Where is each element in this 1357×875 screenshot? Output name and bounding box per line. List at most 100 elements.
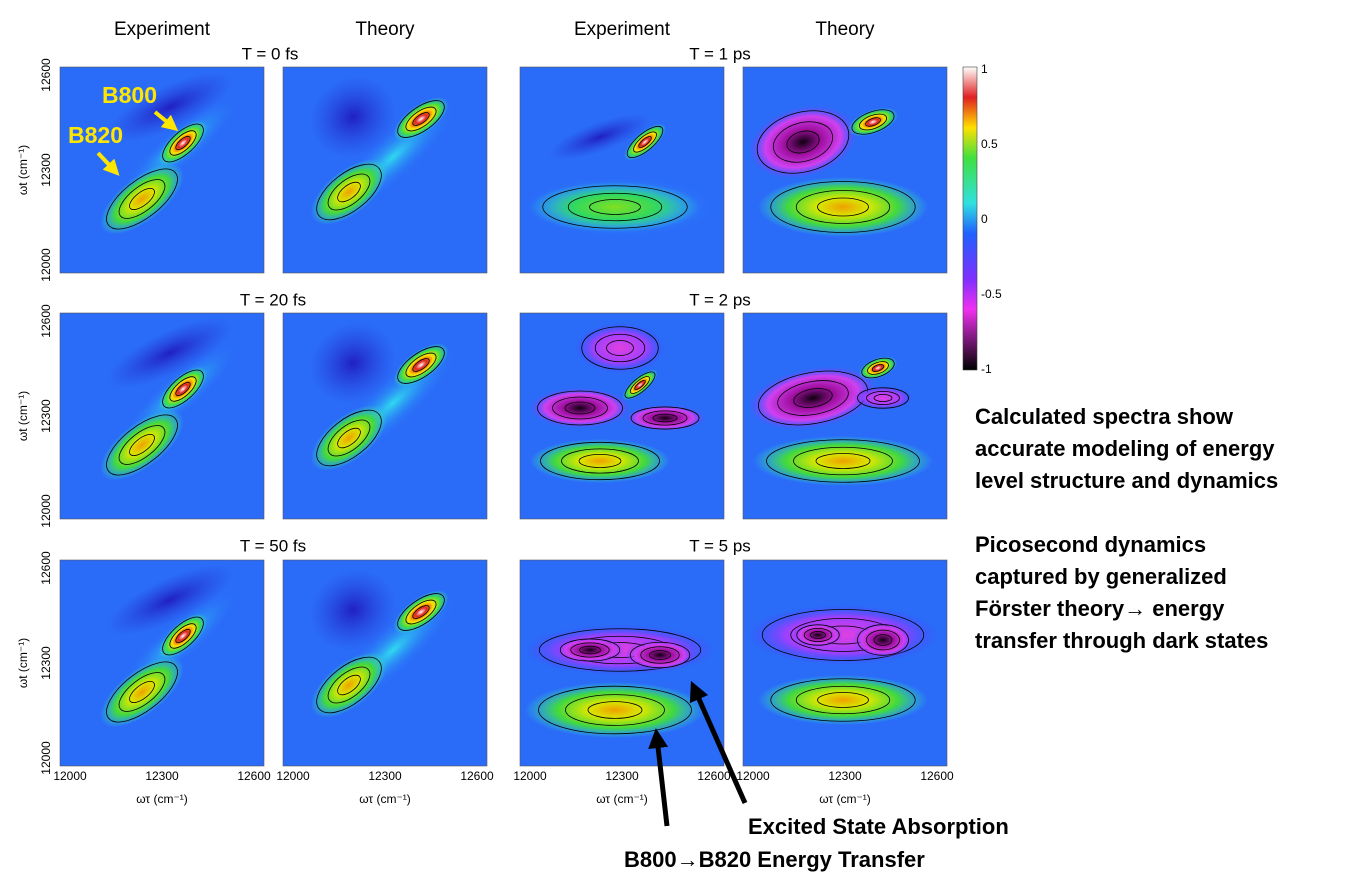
contour bbox=[865, 117, 881, 127]
peak-label: B820 bbox=[68, 122, 123, 148]
contour bbox=[871, 364, 885, 372]
spectrum-panel bbox=[60, 560, 264, 766]
contour bbox=[397, 100, 445, 138]
y-tick-label: 12000 bbox=[39, 494, 53, 528]
panel-title: T = 1 ps bbox=[689, 44, 751, 63]
contour bbox=[796, 624, 840, 646]
peak-blob bbox=[105, 564, 235, 636]
contour bbox=[405, 599, 437, 625]
colorbar-tick-label: 0.5 bbox=[981, 137, 998, 151]
note-text: transfer through dark states bbox=[975, 628, 1268, 653]
contour bbox=[567, 192, 663, 222]
contour bbox=[412, 605, 430, 619]
colorbar-tick-label: -0.5 bbox=[981, 287, 1002, 301]
x-axis-label: ωτ (cm⁻¹) bbox=[136, 792, 188, 806]
peak-blob bbox=[105, 317, 235, 389]
contour bbox=[405, 106, 437, 132]
contour bbox=[129, 434, 155, 456]
contour bbox=[803, 628, 833, 642]
peak-blob bbox=[530, 388, 630, 428]
contour bbox=[316, 656, 382, 714]
contour bbox=[542, 185, 688, 229]
spectrum-panel bbox=[60, 67, 264, 273]
panel-frame bbox=[742, 312, 948, 520]
panel-frame bbox=[519, 66, 725, 274]
peak-blob bbox=[530, 439, 670, 483]
contour bbox=[772, 121, 834, 163]
spectrum-panel bbox=[520, 560, 724, 766]
contour bbox=[169, 623, 197, 649]
panel-frame bbox=[519, 559, 725, 767]
colorbar bbox=[962, 66, 978, 371]
contour bbox=[861, 357, 895, 379]
contour bbox=[817, 692, 869, 708]
panel-frame bbox=[59, 66, 265, 274]
contour bbox=[633, 131, 657, 153]
column-header: Experiment bbox=[574, 19, 671, 40]
contour bbox=[540, 441, 660, 481]
contour bbox=[624, 371, 656, 399]
panel-title: T = 0 fs bbox=[242, 44, 299, 63]
contour bbox=[175, 628, 191, 644]
peak-blob bbox=[105, 71, 235, 143]
annotation-arrow bbox=[689, 680, 748, 805]
contour bbox=[118, 672, 166, 712]
note-text: Förster theory→ energy bbox=[975, 596, 1225, 621]
contour bbox=[337, 181, 361, 203]
contour bbox=[857, 387, 909, 409]
contour bbox=[770, 181, 916, 233]
panel-title: T = 20 fs bbox=[240, 290, 306, 309]
peak-blob bbox=[548, 113, 652, 161]
colorbar-tick-label: -1 bbox=[981, 362, 992, 376]
peak-label: B800 bbox=[102, 82, 157, 108]
spectrum-panel bbox=[743, 313, 947, 519]
contour bbox=[162, 369, 204, 409]
contour bbox=[561, 448, 639, 474]
panel-frame bbox=[59, 559, 265, 767]
contour bbox=[559, 638, 621, 662]
x-tick-label: 12600 bbox=[697, 769, 731, 783]
panel-frame bbox=[742, 559, 948, 767]
x-tick-label: 12000 bbox=[513, 769, 547, 783]
spectrum-panel bbox=[743, 67, 947, 273]
note-text: captured by generalized bbox=[975, 564, 1227, 589]
contour bbox=[316, 409, 382, 467]
peak-blob bbox=[753, 436, 933, 486]
contour bbox=[857, 624, 909, 656]
peak-blob bbox=[525, 682, 705, 738]
contour bbox=[630, 406, 700, 430]
peak-blob bbox=[749, 105, 857, 179]
arrow-label: Excited State Absorption bbox=[748, 814, 1009, 839]
contour bbox=[337, 674, 361, 696]
contour bbox=[327, 419, 371, 457]
x-tick-label: 12300 bbox=[605, 769, 639, 783]
panel-frame bbox=[282, 312, 488, 520]
peak-blob bbox=[555, 637, 625, 663]
contour bbox=[793, 446, 893, 476]
peak-blob bbox=[625, 405, 705, 431]
peak-blob bbox=[758, 675, 928, 725]
contour bbox=[570, 642, 610, 658]
x-axis-label: ωτ (cm⁻¹) bbox=[359, 792, 411, 806]
panel-title: T = 50 fs bbox=[240, 536, 306, 555]
contour bbox=[169, 376, 197, 402]
contour bbox=[327, 666, 371, 704]
contour bbox=[642, 410, 688, 426]
y-tick-label: 12300 bbox=[39, 399, 53, 433]
contour bbox=[629, 376, 651, 394]
x-tick-label: 12000 bbox=[53, 769, 87, 783]
spectrum-panel bbox=[283, 67, 487, 273]
x-axis-label: ωτ (cm⁻¹) bbox=[596, 792, 648, 806]
contour bbox=[118, 425, 166, 465]
contour bbox=[327, 173, 371, 211]
contour bbox=[867, 361, 889, 375]
note-text: Picosecond dynamics bbox=[975, 532, 1206, 557]
peak-blob bbox=[858, 356, 898, 380]
contour bbox=[638, 136, 652, 148]
panel-frame bbox=[282, 559, 488, 767]
contour bbox=[175, 135, 191, 151]
contour bbox=[873, 634, 893, 646]
contour bbox=[594, 333, 646, 363]
panel-bg bbox=[520, 67, 724, 273]
